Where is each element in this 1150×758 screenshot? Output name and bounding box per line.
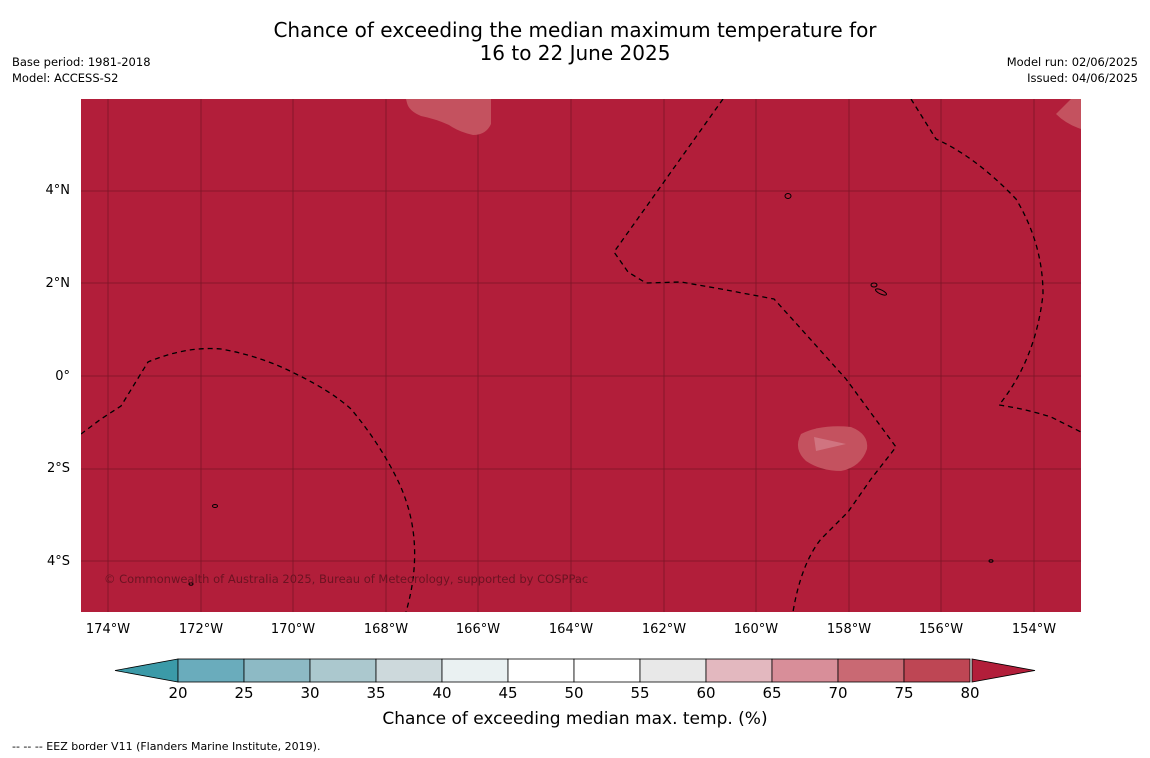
colorbar-tick: 80 <box>960 684 980 702</box>
probability-patch <box>406 99 491 135</box>
map-area[interactable]: © Commonwealth of Australia 2025, Bureau… <box>81 99 1081 612</box>
base-period: Base period: 1981-2018 <box>12 55 151 69</box>
colorbar-segment <box>243 658 311 683</box>
colorbar <box>114 658 1036 683</box>
colorbar-tick: 30 <box>300 684 320 702</box>
colorbar-tick: 60 <box>696 684 716 702</box>
colorbar-tick: 35 <box>366 684 386 702</box>
probability-patch <box>797 426 868 471</box>
model-name: Model: ACCESS-S2 <box>12 71 119 85</box>
colorbar-segment <box>573 658 641 683</box>
colorbar-title: Chance of exceeding median max. temp. (%… <box>382 709 768 729</box>
map-canvas <box>81 99 1081 612</box>
lon-label: 174°W <box>85 622 131 637</box>
issued-date: Issued: 04/06/2025 <box>1027 71 1138 85</box>
colorbar-segment <box>903 658 971 683</box>
lon-label: 160°W <box>733 622 779 637</box>
model-run-date: Model run: 02/06/2025 <box>1006 55 1138 69</box>
colorbar-segments <box>177 658 971 683</box>
colorbar-tick: 40 <box>432 684 452 702</box>
base-info: Base period: 1981-2018 Model: ACCESS-S2 <box>12 54 151 86</box>
lat-label: 4°N <box>45 183 71 198</box>
colorbar-tick: 55 <box>630 684 650 702</box>
map-title: Chance of exceeding the median maximum t… <box>0 19 1150 65</box>
lon-label: 162°W <box>641 622 687 637</box>
colorbar-tick: 25 <box>234 684 254 702</box>
lon-label: 164°W <box>548 622 594 637</box>
colorbar-segment <box>441 658 509 683</box>
islands <box>188 193 994 586</box>
colorbar-segment <box>309 658 377 683</box>
lon-label: 154°W <box>1011 622 1057 637</box>
colorbar-segment <box>177 658 245 683</box>
colorbar-tick: 65 <box>762 684 782 702</box>
graticule <box>81 99 1081 612</box>
lon-label: 158°W <box>826 622 872 637</box>
lon-label: 170°W <box>270 622 316 637</box>
colorbar-tick: 70 <box>828 684 848 702</box>
colorbar-tick: 50 <box>564 684 584 702</box>
probability-patch <box>814 437 846 451</box>
lon-label: 168°W <box>363 622 409 637</box>
colorbar-tick: 75 <box>894 684 914 702</box>
probability-patch <box>1056 99 1081 129</box>
lat-label: 0° <box>55 369 70 384</box>
eez-borders <box>81 99 1081 612</box>
colorbar-segment <box>375 658 443 683</box>
colorbar-tick: 45 <box>498 684 518 702</box>
colorbar-segment <box>639 658 707 683</box>
copyright-notice: © Commonwealth of Australia 2025, Bureau… <box>104 572 589 586</box>
colorbar-tick: 20 <box>168 684 188 702</box>
lat-label: 2°S <box>46 461 70 476</box>
title-line-2: 16 to 22 June 2025 <box>479 41 671 65</box>
colorbar-low-arrow <box>114 658 179 683</box>
lat-label: 4°S <box>46 554 70 569</box>
colorbar-segment <box>507 658 575 683</box>
lon-label: 166°W <box>455 622 501 637</box>
colorbar-high-arrow <box>971 658 1036 683</box>
run-info: Model run: 02/06/2025 Issued: 04/06/2025 <box>1007 54 1138 86</box>
title-line-1: Chance of exceeding the median maximum t… <box>273 18 877 42</box>
eez-legend-note: -- -- -- EEZ border V11 (Flanders Marine… <box>12 740 321 753</box>
colorbar-segment <box>705 658 773 683</box>
lon-label: 156°W <box>918 622 964 637</box>
colorbar-segment <box>771 658 839 683</box>
lat-label: 2°N <box>45 276 71 291</box>
colorbar-segment <box>837 658 905 683</box>
lon-label: 172°W <box>178 622 224 637</box>
